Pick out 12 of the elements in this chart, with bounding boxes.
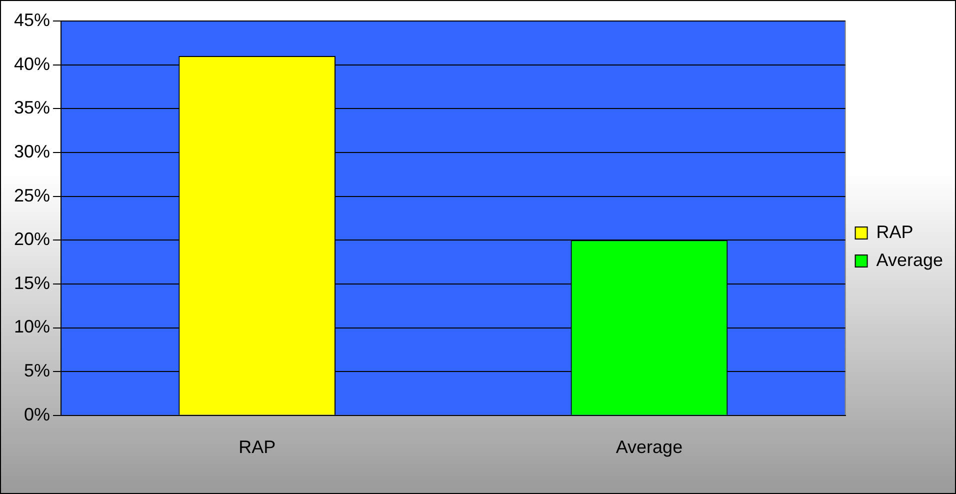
y-tick-label: 25% xyxy=(14,185,50,206)
y-tick-label: 0% xyxy=(24,404,50,424)
legend-label: RAP xyxy=(876,222,914,242)
y-tick-label: 5% xyxy=(24,360,50,381)
y-tick-label: 35% xyxy=(14,98,50,118)
y-tick-label: 30% xyxy=(14,141,50,162)
legend-label: Average xyxy=(876,250,943,270)
y-tick-label: 45% xyxy=(14,10,50,30)
y-tick-label: 40% xyxy=(14,54,50,74)
y-tick-label: 20% xyxy=(14,229,50,250)
y-tick-label: 15% xyxy=(14,272,50,293)
y-tick-label: 10% xyxy=(14,316,50,337)
